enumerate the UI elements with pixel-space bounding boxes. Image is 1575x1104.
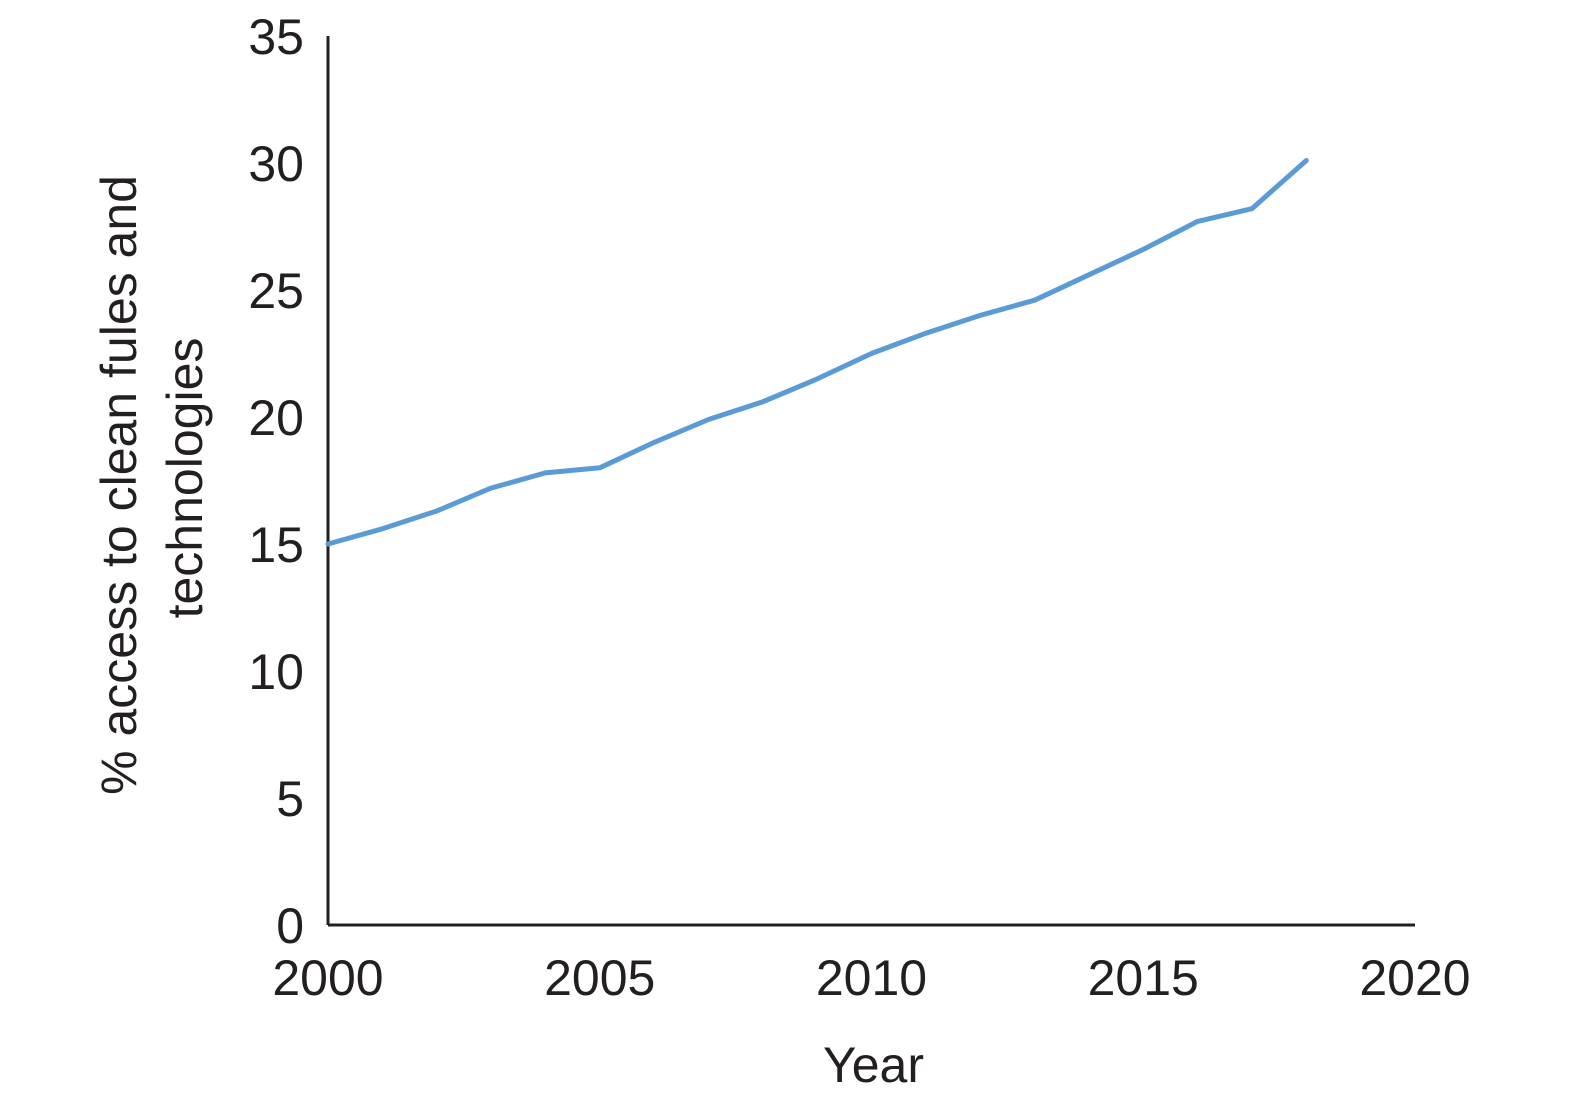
x-tick-label: 2010 [816, 950, 927, 1006]
y-tick-label: 5 [276, 771, 304, 827]
y-tick-label: 10 [248, 644, 304, 700]
y-tick-label: 25 [248, 263, 304, 319]
y-tick-label: 15 [248, 517, 304, 573]
x-tick-label: 2015 [1088, 950, 1199, 1006]
x-axis-ticks: 2000 2005 2010 2015 2020 [272, 950, 1470, 1006]
y-tick-label: 0 [276, 898, 304, 954]
y-tick-label: 30 [248, 136, 304, 192]
series-line-0 [325, 158, 1309, 547]
y-tick-label: 20 [248, 390, 304, 446]
series-group [325, 158, 1309, 547]
x-tick-label: 2000 [272, 950, 383, 1006]
y-axis-ticks: 0 5 10 15 20 25 30 35 [248, 9, 304, 954]
x-axis-title: Year [823, 1037, 924, 1093]
y-tick-label: 35 [248, 9, 304, 65]
y-axis-title-line-2: technologies [157, 338, 213, 619]
x-tick-label: 2020 [1359, 950, 1470, 1006]
y-axis-title: % access to clean fules and technologies [91, 161, 213, 795]
x-tick-label: 2005 [544, 950, 655, 1006]
y-axis-title-line-1: % access to clean fules and [91, 175, 147, 795]
